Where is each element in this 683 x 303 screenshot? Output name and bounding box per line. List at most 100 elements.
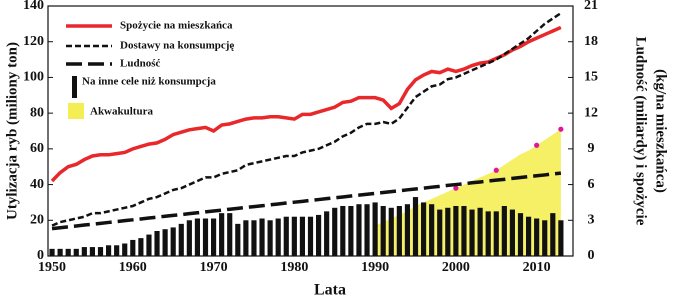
bar: [445, 207, 451, 256]
bar: [534, 218, 540, 256]
bar: [162, 229, 168, 256]
y2-tick-label: 21: [584, 0, 598, 13]
y-tick-label: 60: [30, 141, 44, 156]
bar: [235, 223, 241, 256]
y2-tick-label: 15: [584, 70, 598, 85]
y-tick-label: 140: [23, 0, 44, 13]
area-point: [558, 126, 564, 132]
legend-label: Ludność: [120, 58, 160, 70]
y2-tick-label: 0: [588, 248, 595, 263]
y-tick-label: 100: [23, 70, 44, 85]
area-point: [534, 142, 540, 148]
bar: [324, 211, 330, 256]
bar: [437, 209, 443, 256]
y2-axis-label: Ludność (miliardy) i spożycie: [633, 37, 649, 226]
bar: [267, 220, 273, 256]
bar: [65, 248, 71, 256]
bar: [81, 247, 87, 256]
bar: [340, 206, 346, 256]
bar: [178, 223, 184, 256]
bar: [97, 247, 104, 256]
bar: [501, 206, 507, 256]
area: [375, 129, 561, 256]
bar: [114, 245, 120, 256]
line: [51, 12, 562, 227]
x-tick-label: 1970: [200, 260, 228, 275]
bar: [105, 245, 112, 256]
bar: [550, 213, 556, 256]
legend-label: Dostawy na konsumpcję: [120, 40, 234, 52]
x-axis-label: Lata: [314, 282, 346, 299]
bar: [380, 206, 386, 256]
bar: [420, 202, 427, 256]
y2-axis-label: (kg/na mieszkańca): [653, 69, 669, 193]
y-axis-label: Utylizacja ryb (miliony ton): [4, 42, 20, 220]
bar: [372, 202, 378, 256]
area-point: [453, 185, 459, 191]
bar: [57, 248, 63, 256]
bar: [332, 207, 338, 256]
bar: [525, 216, 532, 256]
bar: [283, 216, 289, 256]
x-tick-label: 1950: [38, 260, 66, 275]
line: [51, 171, 562, 231]
y2-tick-label: 9: [588, 141, 595, 156]
plot-area: [49, 12, 564, 256]
bar: [194, 218, 201, 256]
bar: [170, 227, 176, 256]
x-tick-label: 1960: [119, 260, 147, 275]
bar: [202, 218, 209, 256]
y2-tick-label: 12: [584, 105, 598, 120]
bar: [364, 204, 370, 256]
bar: [130, 239, 136, 256]
bar: [89, 247, 96, 256]
legend-swatch: [68, 103, 84, 119]
bar: [453, 206, 459, 256]
bar: [291, 216, 297, 256]
bar: [404, 204, 411, 256]
x-tick-label: 1990: [361, 260, 389, 275]
bar: [227, 213, 233, 256]
y-tick-label: 0: [37, 248, 44, 263]
legend-label: Akwakultura: [90, 106, 153, 118]
bar: [315, 214, 322, 256]
bar: [243, 220, 249, 256]
bar: [186, 220, 192, 256]
y-tick-label: 120: [23, 34, 44, 49]
legend-label: Na inne cele niż konsumpcja: [82, 76, 216, 88]
bar: [138, 238, 144, 256]
bar: [509, 209, 516, 256]
bar: [154, 231, 160, 256]
bar: [251, 220, 257, 256]
bar: [396, 206, 402, 256]
bar: [348, 206, 354, 256]
bar: [429, 204, 435, 256]
bar: [275, 218, 281, 256]
y-tick-label: 40: [30, 177, 44, 192]
bar: [477, 207, 483, 256]
bar: [259, 218, 265, 256]
bar: [219, 213, 225, 256]
legend-swatch: [72, 76, 77, 98]
line: [50, 25, 562, 183]
bar: [461, 206, 467, 256]
bar: [469, 209, 475, 256]
y2-tick-label: 18: [584, 34, 598, 49]
area-point: [493, 167, 499, 173]
x-tick-label: 2000: [442, 260, 470, 275]
bar: [299, 216, 306, 256]
x-tick-label: 2010: [523, 260, 551, 275]
bar: [542, 220, 548, 256]
bar: [517, 213, 524, 256]
y2-tick-label: 6: [588, 177, 595, 192]
legend-label: Spożycie na mieszkańca: [120, 20, 233, 32]
bar: [388, 207, 394, 256]
y-tick-label: 20: [30, 213, 44, 228]
bar: [122, 243, 128, 256]
bar: [146, 234, 152, 256]
y-tick-label: 80: [30, 105, 44, 120]
x-tick-label: 1980: [280, 260, 308, 275]
bar: [307, 216, 314, 256]
bar: [558, 220, 564, 256]
